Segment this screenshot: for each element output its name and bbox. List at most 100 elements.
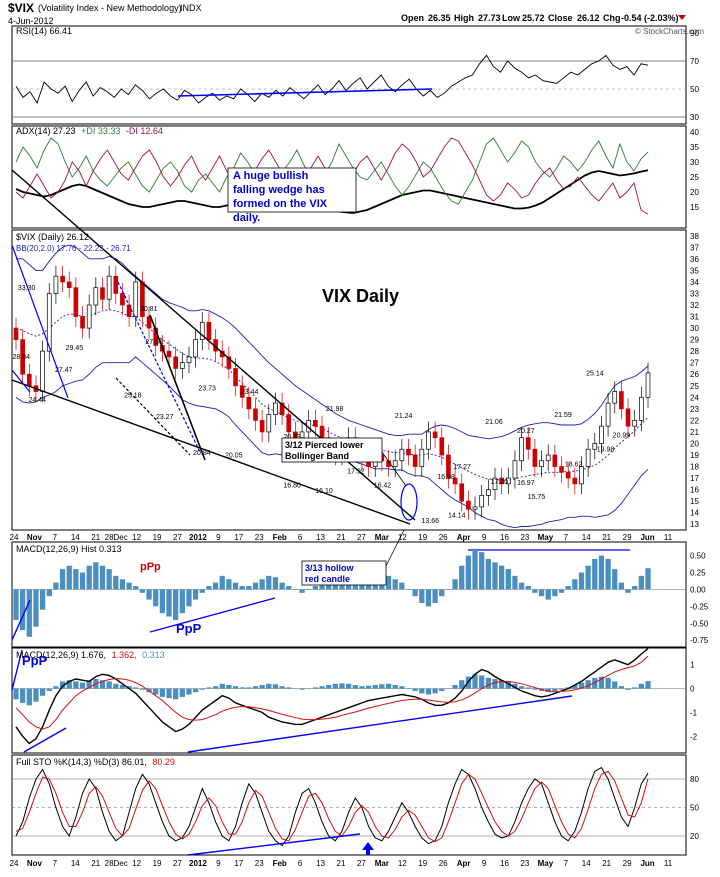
price-axis-label: Apr (457, 533, 471, 542)
price-label: 24.44 (28, 397, 46, 404)
hist-bar (439, 589, 445, 597)
hist-bar (20, 589, 26, 631)
candle-body (439, 437, 445, 456)
adx-tick: 40 (690, 128, 699, 137)
price-axis-label: 21 (91, 533, 100, 542)
macd-hist-bar (638, 683, 644, 689)
trendline-dotted (117, 281, 201, 453)
candle-body (40, 350, 45, 392)
macd-hist-bar (532, 688, 538, 690)
price-label: 21.59 (554, 412, 572, 419)
watermark: © StockCharts.com (635, 27, 704, 36)
chart-title: VIX Daily (322, 286, 399, 306)
price-axis-label: 19 (153, 533, 162, 542)
macd-hist-bar (552, 688, 558, 691)
adx-tick: 35 (690, 143, 699, 152)
price-axis-label: 12 (398, 533, 407, 542)
macd-hist-bar (279, 686, 285, 689)
macd-hist-bar (246, 687, 252, 689)
macd-hist-bar (572, 684, 578, 689)
price-label: 23.73 (198, 385, 216, 392)
candle-body (565, 471, 571, 479)
price-axis-label: 17 (234, 533, 243, 542)
macd-hist-bar (645, 681, 651, 689)
macd-hist-bar (272, 684, 279, 689)
hollow-annotation-text: 3/13 hollow red candle (305, 563, 355, 584)
hist-bar (512, 575, 518, 590)
bottom-axis-label: Apr (457, 859, 471, 868)
candle-body (632, 420, 638, 427)
bollinger-middle (15, 309, 649, 481)
macd-hist-bar (259, 684, 265, 689)
candle-body (106, 275, 112, 300)
price-tick: 24 (690, 393, 699, 402)
price-axis-label: 27 (173, 533, 182, 542)
candle-body (432, 431, 438, 439)
macd-hist-bar (499, 680, 505, 689)
price-tick: 29 (690, 336, 699, 345)
macd-hist-bar (459, 680, 465, 689)
trendline-left (11, 244, 69, 399)
adx-tick: 30 (690, 158, 699, 167)
pierced-annotation-text: 3/12 Pierced lower Bollinger Band (285, 440, 364, 461)
adx-legend-plus-di: +DI 33.33 (81, 126, 120, 136)
candle-body (26, 373, 32, 387)
macd-hist-bar (472, 674, 478, 689)
macd-hist-bar (86, 680, 92, 689)
price-tick: 33 (690, 289, 699, 298)
bottom-axis-label: 21 (91, 859, 100, 868)
hist-trendline-left (11, 599, 31, 641)
candle-body (253, 408, 258, 421)
hist-bar (425, 589, 432, 607)
trendline-left-lower (11, 369, 31, 393)
hist-bar (452, 579, 458, 590)
price-axis-label: 13 (316, 533, 325, 542)
hist-bar (173, 589, 179, 620)
price-label: 29.45 (66, 345, 84, 352)
hist-bar (412, 589, 418, 597)
candle-body (246, 396, 252, 410)
price-label: 18.62 (565, 462, 583, 469)
macd-hist-bar (20, 688, 26, 703)
hist-bar (625, 589, 631, 593)
price-axis-label: 14 (582, 533, 591, 542)
wedge-annotation-box (227, 167, 357, 213)
macd-hist-bar (66, 680, 72, 689)
macd-hist-bar (612, 681, 618, 689)
price-axis-label: 26 (439, 533, 448, 542)
price-tick: 35 (690, 266, 699, 275)
price-label: 23.27 (156, 414, 174, 421)
price-axis-label: 2012 (189, 533, 207, 542)
candle-body (239, 385, 245, 398)
macd-hist-bar (186, 688, 192, 695)
hist-bar (166, 589, 172, 617)
candle-body (426, 431, 431, 450)
annotation-line: falling wedge has (233, 184, 325, 196)
price-tick: 13 (690, 520, 699, 529)
annotation-line: daily. (233, 212, 260, 224)
macd-line (15, 648, 649, 745)
bottom-axis-label: 9 (482, 859, 487, 868)
macd-hist-bar (505, 681, 511, 689)
macd-hist-bar (153, 688, 159, 695)
candle-body (406, 448, 411, 456)
macd-hist-bar (46, 688, 52, 691)
adx-legend-minus-di: -DI 12.64 (126, 126, 163, 136)
bottom-axis-label: 12 (132, 859, 141, 868)
macd-hist-bar (299, 688, 305, 690)
close-label: Close (548, 13, 573, 23)
candle-body (572, 477, 578, 485)
bottom-axis-label: May (538, 859, 554, 868)
hist-bar (492, 562, 498, 590)
macd-hist-bar (359, 686, 365, 689)
bottom-axis-label: 13 (316, 859, 325, 868)
pierced-annotation: 3/12 Pierced lower Bollinger Band (281, 437, 407, 487)
hist-bar (605, 558, 611, 590)
price-label: 21.24 (395, 413, 413, 420)
rsi-tick: 70 (690, 57, 699, 66)
hist-bar (292, 589, 299, 590)
hist-bar (246, 586, 252, 590)
candle-body (186, 356, 192, 364)
bottom-axis-label: 29 (623, 859, 632, 868)
candle-body (279, 402, 285, 415)
